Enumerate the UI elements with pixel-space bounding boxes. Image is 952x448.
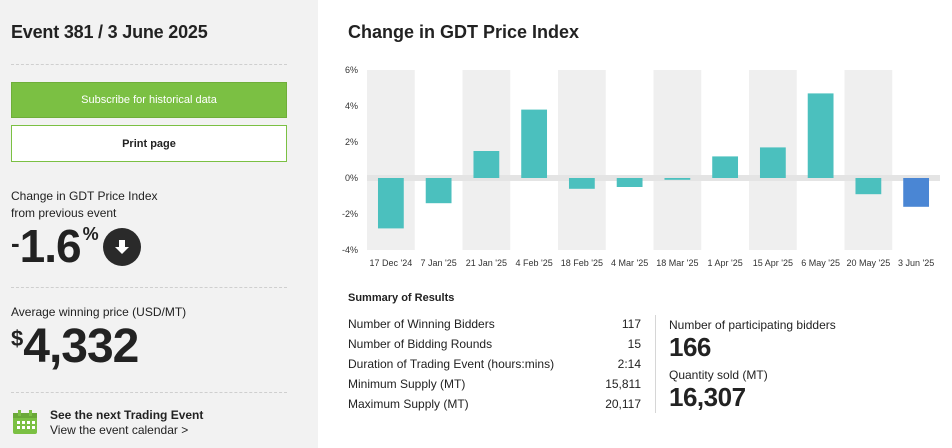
summary-row-value: 15 <box>627 337 641 351</box>
calendar-icon <box>13 410 37 434</box>
summary-row-value: 20,117 <box>605 397 641 411</box>
price-index-chart: 6% 4% 2% 0% -2% -4% 17 Dec '24 7 Jan '25 21 Jan … <box>342 65 940 268</box>
participating-bidders-label: Number of participating bidders <box>669 318 836 332</box>
y-tick-label: 6% <box>345 65 358 75</box>
summary-row: Duration of Trading Event (hours:mins) 2:… <box>348 355 641 375</box>
currency-symbol: $ <box>11 326 24 351</box>
event-calendar-link[interactable]: View the event calendar > <box>50 423 189 437</box>
bar <box>425 178 452 204</box>
bar <box>521 109 548 178</box>
quantity-sold-label: Quantity sold (MT) <box>669 368 768 382</box>
summary-row-value: 15,811 <box>605 377 641 391</box>
zero-line <box>367 175 940 181</box>
change-label: Change in GDT Price Index from previous … <box>11 188 158 222</box>
change-label-line2: from previous event <box>11 206 117 220</box>
grid-band <box>844 70 893 250</box>
bar <box>616 178 643 187</box>
average-price-number: 4,332 <box>23 320 139 373</box>
grid-band <box>558 70 606 250</box>
x-tick-label: 20 May '25 <box>847 258 891 268</box>
summary-table: Number of Winning Bidders 117 Number of Bi… <box>348 315 641 415</box>
participating-bidders-value: 166 <box>669 332 711 362</box>
bar <box>664 178 691 180</box>
summary-row-label: Maximum Supply (MT) <box>348 397 469 411</box>
summary-title: Summary of Results <box>348 292 455 304</box>
summary-row: Maximum Supply (MT) 20,117 <box>348 395 641 415</box>
change-label-line1: Change in GDT Price Index <box>11 189 158 203</box>
next-event-link[interactable]: See the next Trading Event View the even… <box>11 408 203 438</box>
print-page-button[interactable]: Print page <box>11 125 287 162</box>
summary-row-label: Duration of Trading Event (hours:mins) <box>348 357 555 371</box>
bar <box>759 147 786 178</box>
x-tick-label: 18 Feb '25 <box>561 258 603 268</box>
change-number: 1.6 <box>19 220 82 272</box>
summary-row-label: Minimum Supply (MT) <box>348 377 466 391</box>
bar <box>568 178 595 189</box>
summary-row-label: Number of Bidding Rounds <box>348 337 493 351</box>
y-tick-label: -4% <box>342 245 358 255</box>
x-tick-label: 3 Jun '25 <box>898 258 934 268</box>
sidebar-divider <box>11 392 287 393</box>
x-tick-label: 18 Mar '25 <box>656 258 698 268</box>
sidebar-divider <box>11 287 287 288</box>
average-price-value: $ 4,332 <box>11 320 139 374</box>
bar <box>377 178 404 229</box>
arrow-down-icon <box>102 228 141 266</box>
bar <box>807 93 834 178</box>
event-title: Event 381 / 3 June 2025 <box>11 22 208 42</box>
x-tick-label: 1 Apr '25 <box>708 258 743 268</box>
summary-row-value: 117 <box>621 317 641 331</box>
sidebar: Event 381 / 3 June 2025 Subscribe for hi… <box>0 0 318 448</box>
x-tick-label: 17 Dec '24 <box>370 258 413 268</box>
summary-row-value: 2:14 <box>617 357 641 371</box>
change-unit: % <box>82 224 99 244</box>
x-tick-label: 4 Mar '25 <box>611 258 648 268</box>
y-tick-label: 4% <box>345 101 358 111</box>
summary-divider <box>655 315 656 413</box>
x-tick-label: 4 Feb '25 <box>516 258 553 268</box>
y-tick-label: 0% <box>345 173 358 183</box>
bar <box>903 178 930 207</box>
summary-row: Minimum Supply (MT) 15,811 <box>348 375 641 395</box>
sidebar-divider <box>11 64 287 65</box>
change-sign: - <box>11 228 20 258</box>
summary-row: Number of Winning Bidders 117 <box>348 315 641 335</box>
x-tick-label: 15 Apr '25 <box>753 258 793 268</box>
average-price-label: Average winning price (USD/MT) <box>11 305 187 319</box>
bar <box>712 156 739 178</box>
x-tick-label: 7 Jan '25 <box>421 258 457 268</box>
chart-title: Change in GDT Price Index <box>348 22 580 42</box>
bar <box>855 178 882 195</box>
x-tick-label: 21 Jan '25 <box>466 258 507 268</box>
right-stats: Number of participating bidders 166 Quan… <box>669 318 836 412</box>
y-tick-label: 2% <box>345 137 358 147</box>
grid-band <box>653 70 702 250</box>
y-tick-label: -2% <box>342 209 358 219</box>
x-tick-label: 6 May '25 <box>801 258 840 268</box>
bar <box>473 151 500 178</box>
quantity-sold-value: 16,307 <box>669 382 746 412</box>
summary-row: Number of Bidding Rounds 15 <box>348 335 641 355</box>
next-event-title: See the next Trading Event <box>50 408 204 422</box>
change-value: - 1.6 % <box>11 222 141 272</box>
subscribe-button[interactable]: Subscribe for historical data <box>11 82 287 118</box>
summary-row-label: Number of Winning Bidders <box>348 317 495 331</box>
